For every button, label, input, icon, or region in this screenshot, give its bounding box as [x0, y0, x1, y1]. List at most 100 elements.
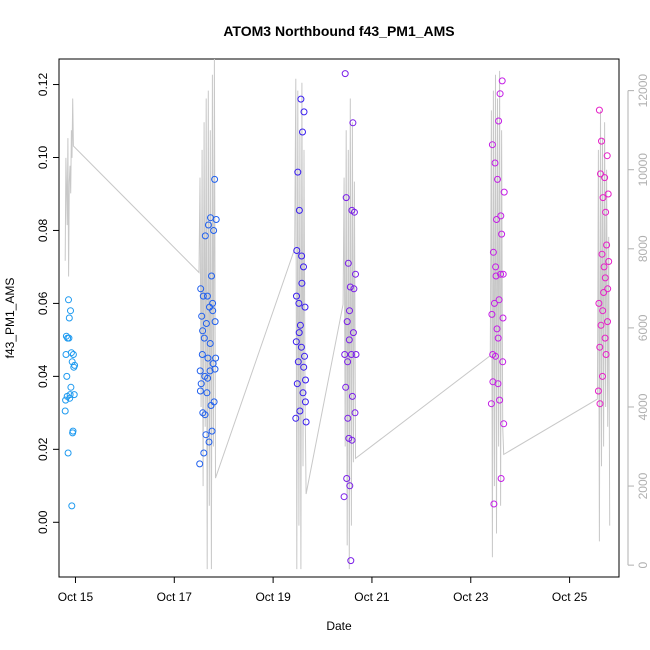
right-axis: 0 2000 4000 6000 8000 10000 12000: [627, 74, 650, 568]
data-point: [65, 296, 72, 304]
data-point: [604, 285, 612, 293]
data-point: [343, 475, 351, 482]
data-point: [293, 247, 301, 254]
data-point: [493, 216, 500, 223]
data-point: [197, 285, 205, 293]
data-point: [198, 351, 206, 358]
data-point: [212, 354, 220, 362]
data-point: [341, 70, 349, 78]
y-axis-label: f43_PM1_AMS: [3, 278, 17, 359]
data-point: [604, 190, 612, 198]
x-tick-label: Oct 17: [157, 590, 193, 604]
data-point: [203, 389, 211, 397]
data-point: [293, 380, 301, 388]
data-point: [200, 334, 208, 342]
data-point: [497, 475, 505, 482]
chart-title: ATOM3 Northbound f43_PM1_AMS: [223, 23, 454, 39]
data-point: [301, 303, 309, 311]
data-point: [349, 329, 357, 337]
data-point: [595, 299, 603, 307]
data-point: [601, 174, 609, 182]
data-point: [599, 307, 607, 315]
data-point: [488, 141, 496, 149]
data-point: [493, 325, 501, 333]
data-point: [601, 274, 609, 282]
data-point: [68, 502, 76, 510]
data-point: [292, 414, 300, 422]
data-point: [301, 352, 308, 360]
data-point: [500, 420, 508, 428]
data-point: [292, 338, 300, 346]
data-point: [605, 258, 613, 265]
y-tick-label: 0.00: [36, 510, 50, 534]
data-point: [211, 175, 219, 183]
data-point: [347, 351, 355, 358]
data-point: [344, 259, 352, 267]
data-point: [295, 299, 303, 307]
data-point: [348, 392, 356, 400]
data-point: [299, 128, 306, 136]
data-point: [200, 449, 208, 457]
data-point: [65, 314, 73, 322]
data-point: [64, 449, 72, 457]
data-point: [604, 318, 611, 326]
altitude-line: [64, 58, 611, 570]
data-point: [488, 310, 496, 318]
data-point: [209, 307, 217, 315]
data-point: [602, 351, 610, 358]
right-tick-label: 2000: [636, 472, 650, 499]
data-point: [199, 327, 207, 335]
data-point: [67, 307, 74, 315]
data-point: [344, 358, 352, 366]
data-point: [196, 387, 204, 395]
data-point: [196, 460, 204, 468]
y-tick-label: 0.04: [36, 364, 50, 388]
data-point: [203, 292, 211, 300]
data-point: [500, 188, 508, 196]
data-point: [206, 340, 214, 347]
y-tick-label: 0.06: [36, 291, 50, 315]
data-point: [65, 334, 73, 342]
data-point: [597, 170, 604, 178]
data-point: [492, 263, 500, 271]
data-point: [197, 380, 205, 388]
data-point: [494, 380, 502, 388]
data-point: [302, 418, 310, 426]
data-point: [299, 389, 307, 397]
data-point: [296, 321, 304, 329]
points-layer: [61, 70, 613, 565]
data-point: [297, 95, 305, 103]
right-tick-label: 6000: [636, 314, 650, 341]
data-point: [211, 318, 219, 326]
right-tick-label: 4000: [636, 393, 650, 420]
data-point: [598, 137, 605, 145]
x-axis-label: Date: [326, 619, 352, 633]
data-point: [491, 159, 499, 167]
data-point: [342, 194, 350, 202]
plot-frame: [58, 58, 620, 578]
data-point: [601, 334, 609, 342]
x-tick-label: Oct 21: [354, 590, 390, 604]
data-point: [349, 119, 357, 127]
data-point: [603, 152, 611, 160]
data-point: [496, 396, 504, 404]
data-point: [298, 252, 306, 260]
data-point: [348, 436, 356, 444]
data-point: [298, 279, 306, 287]
data-point: [346, 283, 354, 291]
data-point: [293, 292, 300, 300]
x-tick-label: Oct 25: [552, 590, 588, 604]
data-point: [352, 270, 359, 278]
data-point: [600, 289, 608, 296]
data-point: [596, 343, 604, 351]
data-point: [300, 363, 308, 371]
data-point: [199, 409, 207, 417]
data-point: [595, 106, 603, 114]
data-point: [210, 398, 218, 406]
data-point: [66, 391, 74, 399]
data-point: [297, 343, 305, 351]
data-point: [498, 77, 506, 85]
data-point: [343, 318, 351, 326]
data-point: [340, 493, 348, 501]
